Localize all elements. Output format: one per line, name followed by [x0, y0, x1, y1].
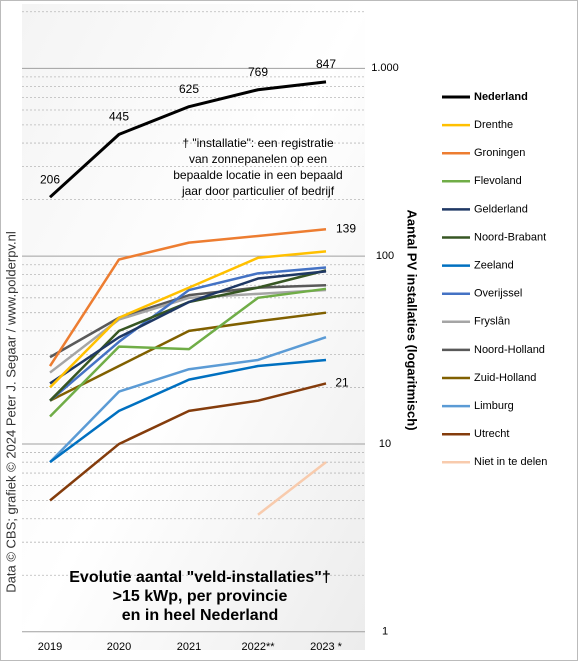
legend-label: Noord-Holland [474, 344, 545, 356]
source-note: Data © CBS; grafiek © 2024 Peter J. Sega… [3, 231, 18, 593]
annotation: † "installatie": een registratie [182, 136, 334, 150]
series-line [49, 288, 327, 374]
annotation: van zonnepanelen op een [189, 152, 327, 166]
series-line [49, 311, 327, 402]
series-line [257, 461, 327, 516]
y-tick-label: 100 [376, 250, 394, 262]
chart-subtitle: >15 kWp, per provincie [113, 588, 288, 605]
series-line [49, 336, 327, 464]
series-line [49, 250, 327, 389]
series-line [49, 382, 327, 502]
data-label: 445 [109, 110, 129, 124]
data-label: 847 [316, 57, 336, 71]
chart-title: Evolutie aantal "veld-installaties"† [69, 569, 330, 586]
legend-label: Utrecht [474, 428, 509, 440]
data-label: 625 [179, 82, 199, 96]
legend-label: Nederland [474, 91, 528, 103]
y-tick-label: 10 [379, 438, 391, 450]
legend-label: Limburg [474, 400, 514, 412]
data-label: 769 [248, 65, 268, 79]
legend-label: Zeeland [474, 260, 514, 272]
x-tick-label: 2021 [177, 641, 201, 653]
x-tick-label: 2023 * [310, 641, 343, 653]
data-label: 21 [335, 376, 349, 390]
legend-label: Overijssel [474, 288, 522, 300]
x-tick-label: 2019 [38, 641, 62, 653]
legend-label: Fryslân [474, 316, 510, 328]
annotation: jaar door particulier of bedrijf [181, 184, 335, 198]
legend-label: Flevoland [474, 175, 522, 187]
series-line [48, 80, 327, 199]
series-line [49, 283, 327, 359]
x-tick-label: 2020 [107, 641, 131, 653]
annotation: bepaalde locatie in een bepaald [173, 168, 342, 182]
series-line [48, 228, 327, 367]
legend-label: Drenthe [474, 119, 513, 131]
legend-label: Gelderland [474, 203, 528, 215]
legend-label: Niet in te delen [474, 456, 547, 468]
legend-label: Groningen [474, 147, 525, 159]
y-axis-title: Aantal PV installaties (logaritmisch) [405, 209, 420, 430]
y-tick-label: 1 [382, 626, 388, 638]
series-line [49, 266, 327, 402]
data-label: 139 [336, 221, 356, 235]
series-line [49, 270, 327, 385]
plot-area [22, 4, 365, 650]
series-line [49, 287, 327, 418]
chart-subtitle: en in heel Nederland [122, 607, 278, 624]
x-tick-label: 2022** [241, 641, 275, 653]
series-line [49, 358, 327, 464]
legend-label: Zuid-Holland [474, 372, 536, 384]
data-label: 206 [40, 172, 60, 186]
legend-label: Noord-Brabant [474, 231, 546, 243]
y-tick-label: 1.000 [371, 62, 399, 74]
